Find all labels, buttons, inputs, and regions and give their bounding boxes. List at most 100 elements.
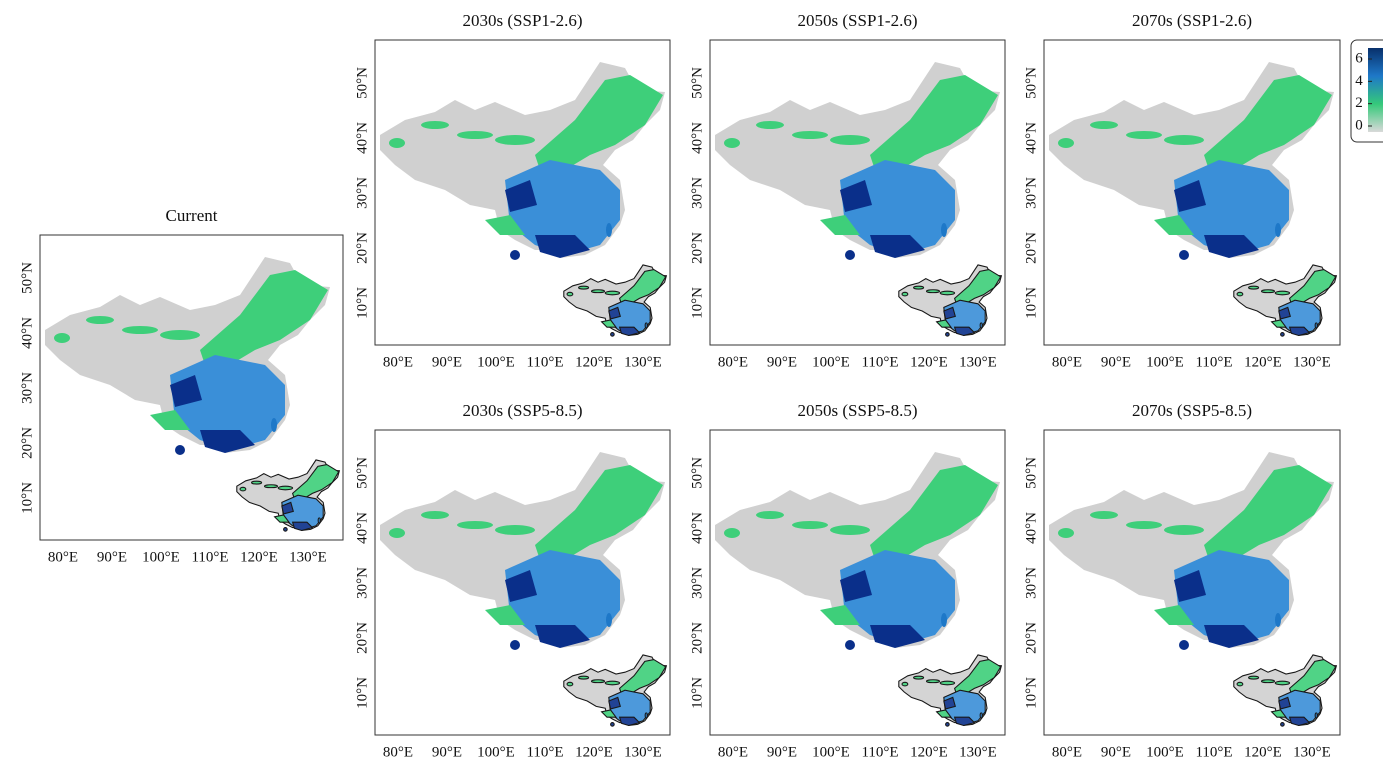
lon-label: 100°E <box>142 549 180 565</box>
lat-label: 20°N <box>689 232 705 264</box>
map <box>715 452 1000 650</box>
panel-frame <box>374 429 671 736</box>
lon-label: 90°E <box>97 549 127 565</box>
lat-label: 30°N <box>19 372 35 404</box>
lon-label: 90°E <box>767 354 797 370</box>
map <box>45 257 330 455</box>
lon-label: 110°E <box>526 744 563 759</box>
lon-label: 110°E <box>1195 354 1232 370</box>
panel-frame <box>39 234 344 541</box>
lat-label: 50°N <box>1023 457 1039 489</box>
inset-map <box>236 459 340 532</box>
map <box>1049 452 1334 650</box>
panel-title: 2070s (SSP1-2.6) <box>1132 11 1252 30</box>
lon-label: 130°E <box>1293 744 1331 759</box>
lon-label: 100°E <box>1146 744 1184 759</box>
lat-label: 30°N <box>1023 567 1039 599</box>
legend-tick-label: 0 <box>1355 117 1363 133</box>
lon-label: 80°E <box>383 354 413 370</box>
lat-label: 50°N <box>19 262 35 294</box>
lon-label: 120°E <box>910 744 948 759</box>
panel-frame <box>1043 429 1341 736</box>
lon-label: 100°E <box>812 354 850 370</box>
legend-tick-label: 2 <box>1355 95 1363 111</box>
lon-label: 100°E <box>812 744 850 759</box>
lat-label: 20°N <box>689 622 705 654</box>
lon-label: 80°E <box>1052 354 1082 370</box>
legend-tick-label: 6 <box>1355 50 1363 66</box>
lon-label: 130°E <box>959 354 997 370</box>
lon-label: 130°E <box>624 744 662 759</box>
lon-label: 130°E <box>1293 354 1331 370</box>
lat-label: 40°N <box>19 317 35 349</box>
inset-map <box>1233 654 1337 727</box>
lat-label: 10°N <box>1023 287 1039 319</box>
panel-title: 2050s (SSP5-8.5) <box>798 401 918 420</box>
lon-label: 110°E <box>1195 744 1232 759</box>
lon-label: 120°E <box>1244 744 1282 759</box>
panel-frame <box>709 429 1006 736</box>
lon-label: 120°E <box>910 354 948 370</box>
lon-label: 90°E <box>432 744 462 759</box>
panel-frame <box>1043 39 1341 346</box>
lon-label: 90°E <box>1101 354 1131 370</box>
panel-title: 2030s (SSP1-2.6) <box>463 11 583 30</box>
lon-label: 110°E <box>526 354 563 370</box>
lat-label: 50°N <box>354 457 370 489</box>
panel-frame <box>709 39 1006 346</box>
lat-label: 20°N <box>354 622 370 654</box>
lon-label: 100°E <box>477 354 515 370</box>
lon-label: 110°E <box>861 354 898 370</box>
lat-label: 10°N <box>1023 677 1039 709</box>
lon-label: 130°E <box>289 549 327 565</box>
lon-label: 90°E <box>767 744 797 759</box>
lat-label: 10°N <box>19 482 35 514</box>
panel-title: Current <box>166 206 218 225</box>
lon-label: 110°E <box>861 744 898 759</box>
lon-label: 90°E <box>1101 744 1131 759</box>
lon-label: 120°E <box>575 744 613 759</box>
panel-title: 2050s (SSP1-2.6) <box>798 11 918 30</box>
inset-map <box>898 654 1002 727</box>
map <box>1049 62 1334 260</box>
lat-label: 40°N <box>354 512 370 544</box>
lon-label: 120°E <box>575 354 613 370</box>
lat-label: 40°N <box>689 122 705 154</box>
map <box>715 62 1000 260</box>
panel-frame <box>374 39 671 346</box>
lat-label: 20°N <box>1023 622 1039 654</box>
lat-label: 30°N <box>689 567 705 599</box>
lat-label: 20°N <box>1023 232 1039 264</box>
lon-label: 80°E <box>718 354 748 370</box>
panel-title: 2030s (SSP5-8.5) <box>463 401 583 420</box>
lat-label: 50°N <box>689 457 705 489</box>
map <box>380 452 665 650</box>
lat-label: 50°N <box>354 67 370 99</box>
lon-label: 110°E <box>191 549 228 565</box>
color-bar <box>1368 48 1383 132</box>
lon-label: 80°E <box>1052 744 1082 759</box>
lat-label: 20°N <box>19 427 35 459</box>
lat-label: 30°N <box>354 567 370 599</box>
lat-label: 10°N <box>689 677 705 709</box>
lon-label: 100°E <box>477 744 515 759</box>
lat-label: 50°N <box>1023 67 1039 99</box>
lon-label: 90°E <box>432 354 462 370</box>
lon-label: 120°E <box>240 549 278 565</box>
lon-label: 80°E <box>48 549 78 565</box>
lon-label: 120°E <box>1244 354 1282 370</box>
inset-map <box>898 264 1002 337</box>
legend-tick-label: 4 <box>1355 73 1363 89</box>
lon-label: 130°E <box>624 354 662 370</box>
lat-label: 30°N <box>689 177 705 209</box>
lon-label: 80°E <box>383 744 413 759</box>
lat-label: 40°N <box>1023 512 1039 544</box>
lat-label: 40°N <box>1023 122 1039 154</box>
lat-label: 10°N <box>354 677 370 709</box>
lat-label: 40°N <box>689 512 705 544</box>
lon-label: 80°E <box>718 744 748 759</box>
lat-label: 20°N <box>354 232 370 264</box>
lat-label: 50°N <box>689 67 705 99</box>
lat-label: 10°N <box>689 287 705 319</box>
